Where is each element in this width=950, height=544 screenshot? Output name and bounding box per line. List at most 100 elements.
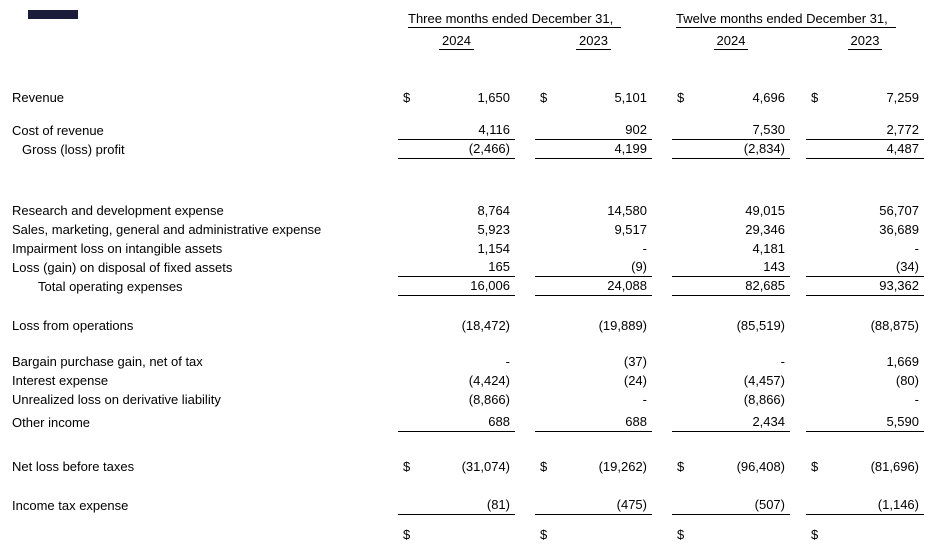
cell-value: 1,154 <box>477 241 510 256</box>
cell-value: (19,262) <box>598 459 647 474</box>
cell-value: 7,530 <box>752 122 785 137</box>
cell-value: - <box>780 354 785 369</box>
cell-value: 5,590 <box>886 414 919 429</box>
dollar-sign: $ <box>811 90 819 105</box>
dollar-sign: $ <box>811 459 819 474</box>
value-cell: 5,923 <box>398 220 515 239</box>
dollar-sign: $ <box>540 527 548 542</box>
row-label: Unrealized loss on derivative liability <box>12 392 221 407</box>
cell-value: (1,146) <box>877 497 919 512</box>
row-label: Loss (gain) on disposal of fixed assets <box>12 260 233 275</box>
cell-value: 4,487 <box>886 141 919 156</box>
value-cell: (8,866) <box>672 390 790 409</box>
value-cell: 2,772 <box>806 121 924 140</box>
value-cell: 7,530 <box>672 121 790 140</box>
cell-value: 8,764 <box>477 203 510 218</box>
value-cell: 93,362 <box>806 277 924 296</box>
year-header: 2023 <box>847 33 883 50</box>
cell-value: 4,696 <box>752 90 785 105</box>
table-row: Interest expense (4,424) (24) (4,457) (80) <box>12 371 950 390</box>
row-label: Total operating expenses <box>38 279 183 294</box>
dollar-sign: $ <box>403 459 411 474</box>
period-header-row: Three months ended December 31, Twelve m… <box>12 10 950 28</box>
cell-value: - <box>914 392 919 407</box>
cell-value: (2,834) <box>743 141 785 156</box>
cell-value: 4,199 <box>614 141 647 156</box>
cell-value: (19,889) <box>598 318 647 333</box>
cell-value: 5,101 <box>614 90 647 105</box>
value-cell: $ (31,074) <box>398 457 515 476</box>
row-label: Cost of revenue <box>12 123 104 138</box>
value-cell: 688 <box>398 413 515 432</box>
row-label: Gross (loss) profit <box>22 142 125 157</box>
row-label: Sales, marketing, general and administra… <box>12 222 322 237</box>
cell-value: (31,074) <box>461 459 510 474</box>
year-header-cell: 2023 <box>806 33 924 50</box>
cell-value: 9,517 <box>614 222 647 237</box>
dollar-sign: $ <box>677 527 685 542</box>
cell-value: (4,457) <box>743 373 785 388</box>
value-cell: $ <box>806 525 924 544</box>
value-cell: $ <box>398 525 515 544</box>
cell-value: 1,669 <box>886 354 919 369</box>
dollar-sign: $ <box>677 90 685 105</box>
cell-value: - <box>642 241 647 256</box>
row-label: Loss from operations <box>12 318 134 333</box>
cell-value: 688 <box>488 414 510 429</box>
value-cell: 29,346 <box>672 220 790 239</box>
table-row: Other income 688 688 2,434 5,590 <box>12 413 950 432</box>
cell-value: (85,519) <box>736 318 785 333</box>
value-cell: 5,590 <box>806 413 924 432</box>
cell-value: (9) <box>631 259 647 274</box>
cell-value: 16,006 <box>470 278 510 293</box>
value-cell: (18,472) <box>398 316 515 335</box>
value-cell: 49,015 <box>672 201 790 220</box>
year-header: 2023 <box>576 33 611 50</box>
table-row: Total operating expenses 16,006 24,088 82,6… <box>12 277 950 296</box>
cell-value: (8,866) <box>468 392 510 407</box>
year-header-cell: 2023 <box>535 33 652 50</box>
value-cell: - <box>806 390 924 409</box>
period-header-text: Twelve months ended December 31, <box>676 11 896 28</box>
row-label: Net loss before taxes <box>12 459 135 474</box>
value-cell: (81) <box>398 496 515 515</box>
value-cell: (9) <box>535 258 652 277</box>
cell-value: 7,259 <box>886 90 919 105</box>
cell-value: (8,866) <box>743 392 785 407</box>
value-cell: (37) <box>535 352 652 371</box>
value-cell: (4,424) <box>398 371 515 390</box>
row-label: Bargain purchase gain, net of tax <box>12 354 203 369</box>
cell-value: (37) <box>623 354 647 369</box>
value-cell: $1,650 <box>398 88 515 107</box>
table-row: Impairment loss on intangible assets 1,15… <box>12 239 950 258</box>
cell-value: (18,472) <box>461 318 510 333</box>
value-cell: 1,669 <box>806 352 924 371</box>
value-cell: (8,866) <box>398 390 515 409</box>
cell-value: 29,346 <box>745 222 785 237</box>
value-cell: (80) <box>806 371 924 390</box>
cell-value: (507) <box>754 497 785 512</box>
value-cell: (24) <box>535 371 652 390</box>
value-cell: - <box>398 352 515 371</box>
value-cell: (507) <box>672 496 790 515</box>
cell-value: 82,685 <box>745 278 785 293</box>
value-cell: 14,580 <box>535 201 652 220</box>
dollar-sign: $ <box>540 459 548 474</box>
table-row: Cost of revenue 4,116 902 7,530 2,772 <box>12 121 950 140</box>
value-cell: 2,434 <box>672 413 790 432</box>
value-cell: $ (81,696) <box>806 457 924 476</box>
cell-value: - <box>642 392 647 407</box>
row-label: Income tax expense <box>12 498 129 513</box>
cell-value: 36,689 <box>879 222 919 237</box>
cell-value: 1,650 <box>477 90 510 105</box>
value-cell: - <box>535 390 652 409</box>
table-row: Income tax expense (81) (475) (507) (1,146) <box>12 496 950 515</box>
value-cell: $ <box>672 525 790 544</box>
value-cell: 1,154 <box>398 239 515 258</box>
value-cell: $5,101 <box>535 88 652 107</box>
row-label: Research and development expense <box>12 203 224 218</box>
cell-value: 5,923 <box>477 222 510 237</box>
value-cell: (2,466) <box>398 140 515 159</box>
table-row: $ $ $ $ <box>12 525 950 544</box>
value-cell: $4,696 <box>672 88 790 107</box>
